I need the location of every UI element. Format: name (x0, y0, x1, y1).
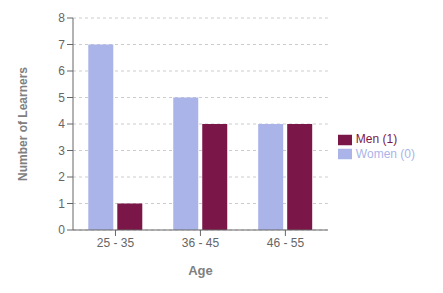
svg-text:4: 4 (58, 117, 65, 131)
svg-text:46 - 55: 46 - 55 (267, 236, 305, 250)
svg-text:Number of Learners: Number of Learners (16, 67, 30, 181)
svg-text:Age: Age (188, 263, 213, 278)
svg-text:5: 5 (58, 91, 65, 105)
svg-text:0: 0 (58, 223, 65, 237)
svg-text:2: 2 (58, 170, 65, 184)
svg-text:1: 1 (58, 197, 65, 211)
svg-text:7: 7 (58, 38, 65, 52)
html-text:Women (0): Women (0) (355, 146, 415, 161)
svg-text:36 - 45: 36 - 45 (182, 236, 220, 250)
html-text:Men (1): Men (1) (355, 131, 398, 146)
svg-text:6: 6 (58, 64, 65, 78)
svg-text:3: 3 (58, 144, 65, 158)
svg-text:8: 8 (58, 11, 65, 25)
svg-text:25 - 35: 25 - 35 (97, 236, 135, 250)
